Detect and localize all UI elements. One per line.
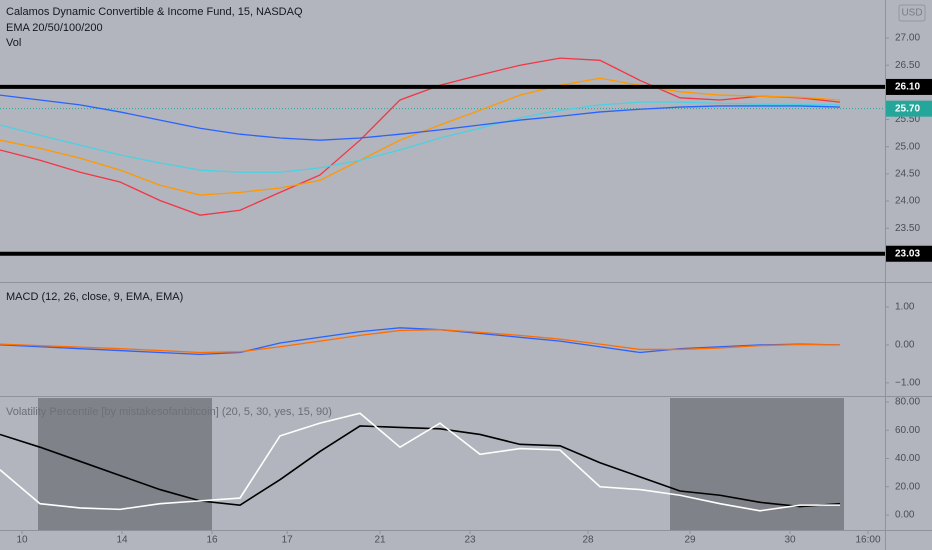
last-price-box [886, 100, 932, 117]
y-tick-label: 1.00 [895, 302, 915, 313]
y-tick-label: 0.00 [895, 510, 915, 521]
zone [670, 398, 844, 530]
y-tick-label: 24.00 [895, 196, 920, 207]
series-line [0, 101, 841, 173]
last-price-label: 25.70 [895, 103, 920, 114]
x-tick-label: 30 [784, 535, 796, 546]
x-tick-label: 14 [116, 535, 128, 546]
chart-title: Calamos Dynamic Convertible & Income Fun… [6, 6, 303, 18]
x-tick-label: 28 [582, 535, 594, 546]
series-line [0, 327, 841, 356]
y-tick-label: 25.50 [895, 114, 920, 125]
level-box [886, 245, 932, 262]
x-tick-label: 21 [374, 535, 386, 546]
series-line [0, 94, 841, 141]
series-line [0, 412, 840, 512]
series-line [0, 57, 841, 216]
zone [38, 398, 212, 530]
level-label: 26.10 [895, 82, 920, 93]
y-tick-label: 24.50 [895, 169, 920, 180]
indicator-label: Vol [6, 37, 21, 49]
x-tick-label: 29 [684, 535, 696, 546]
x-tick-label: 23 [464, 535, 476, 546]
panel-title: MACD (12, 26, close, 9, EMA, EMA) [6, 291, 183, 303]
x-tick-label: 17 [282, 535, 294, 546]
x-tick-label: 10 [16, 535, 28, 546]
y-tick-label: 80.00 [895, 397, 920, 408]
x-tick-label: 16 [206, 535, 218, 546]
y-tick-label: −1.00 [895, 377, 921, 388]
y-tick-label: 60.00 [895, 425, 920, 436]
y-tick-label: 27.00 [895, 33, 920, 44]
series-line [0, 329, 841, 354]
level-label: 23.03 [895, 248, 920, 259]
y-tick-label: 25.00 [895, 141, 920, 152]
series-line [0, 425, 841, 508]
y-tick-label: 20.00 [895, 481, 920, 492]
currency[interactable]: USD [901, 8, 922, 19]
y-tick-label: 26.50 [895, 60, 920, 71]
currency-box[interactable] [898, 4, 926, 22]
y-tick-label: 40.00 [895, 453, 920, 464]
indicator-label: EMA 20/50/100/200 [6, 22, 103, 34]
x-tick-label: 16:00 [855, 535, 880, 546]
y-tick-label: 23.50 [895, 223, 920, 234]
level-box [886, 78, 932, 95]
y-tick-label: 0.00 [895, 340, 915, 351]
